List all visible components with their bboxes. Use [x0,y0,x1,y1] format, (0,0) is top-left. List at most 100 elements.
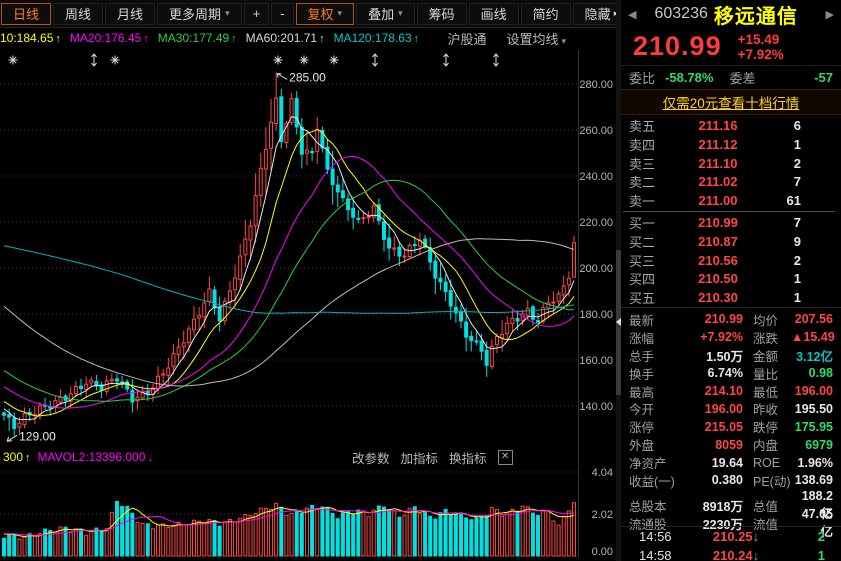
bid-row[interactable]: 买二 210.87 9 [621,232,841,251]
stat-value: 188.2亿 [801,488,833,521]
bid-label: 买一 [629,215,656,231]
stat-row: 涨停 215.05 跌停 175.95 [621,417,841,436]
panel-collapse-handle[interactable] [616,250,621,395]
stock-code: 603236 [654,5,708,22]
volume-bar [510,508,515,557]
chevron-down-icon: ▾ [398,8,403,18]
candle-body [546,302,551,309]
level2-promo-banner[interactable]: 仅需20元查看十档行情 [621,89,841,115]
tick-price-value: 210.24 [712,547,753,561]
mavol-label-text: 300 [3,450,24,464]
volume-bar [104,528,109,557]
tick-price: 210.25↓ [699,529,773,544]
candle-body [525,307,530,316]
stat-value: 8059 [715,437,743,452]
event-updown-icon [493,62,499,67]
bid-qty: 9 [793,233,801,249]
candle-body [335,184,340,193]
volume-bar [258,507,263,557]
candle-body [489,345,494,368]
edit-params-button[interactable]: 改参数 [352,451,390,466]
candlestick-chart[interactable]: 280.00 260.00 240.00 220.00 200.00 180.00 160.… [0,0,621,561]
volume-bar [284,514,289,557]
stat-row: 换手 6.74% 量比 0.98 [621,364,841,382]
ma20-line [3,155,575,409]
ask-label: 卖一 [629,194,656,210]
toolbar-zoom-out[interactable]: - [271,2,294,25]
tick-time: 14:56 [639,528,672,544]
ask-price: 211.12 [698,136,738,152]
switch-indicator-button[interactable]: 换指标 [449,451,487,466]
ask-row[interactable]: 卖三 211.10 2 [621,154,841,173]
stat-value: ▲15.49 [791,330,835,345]
volume-bar [556,524,561,557]
last-price: 210.99 [633,31,722,61]
ask-price: 211.10 [698,155,738,171]
candle-body [58,396,63,403]
ask-price: 211.02 [698,174,738,190]
ask-row[interactable]: 卖一 211.00 61 [621,191,841,210]
set-ma-button[interactable]: 设置均线 ▾ [506,31,566,47]
candle-body [536,320,541,323]
candle-body [325,146,330,170]
volume-bar [397,516,402,557]
candle-body [469,335,474,342]
volume-bar [346,511,351,557]
toolbar-draw-line[interactable]: 画线 [468,2,519,25]
stat-label: 涨跌 [753,331,779,346]
volume-bar [459,512,464,557]
volume-bar [320,506,325,557]
toolbar-tab-monthly[interactable]: 月线 [105,2,156,25]
bid-row[interactable]: 买四 210.50 1 [621,269,841,288]
ask-row[interactable]: 卖五 211.16 6 [621,116,841,135]
volume-bar [536,515,541,557]
add-indicator-button[interactable]: 加指标 [400,451,439,466]
stat-label: 收益(一) [629,474,675,489]
candle-body [315,128,320,152]
price-axis-label: 220.00 [579,217,613,229]
toolbar-chip-distribution[interactable]: 筹码 [416,2,467,25]
ma-label-row: 10:184.65 ↑ MA20:176.45 ↑ MA30:177.49 ↑ MA60:2… [0,27,616,49]
low-annotation-arrow [7,440,13,442]
low-annotation-arrow [6,436,10,442]
price-axis-label: 160.00 [579,355,613,367]
toolbar-tab-daily[interactable]: 日线 [1,2,52,25]
volume-bar [125,505,130,557]
ask-row[interactable]: 卖四 211.12 1 [621,135,841,154]
toolbar-tab-weekly[interactable]: 周线 [53,2,104,25]
ask-qty: 2 [793,155,801,171]
candle-body [448,290,453,307]
toolbar-adjust-dropdown[interactable]: 复权 ▾ [295,2,355,25]
candle-body [263,148,268,170]
ask-row[interactable]: 卖二 211.02 7 [621,172,841,191]
ma-label-text: MA120:178.63 [333,31,412,45]
toolbar-more-periods[interactable]: 更多周期 ▾ [157,2,242,25]
bid-price: 210.30 [698,290,738,306]
bid-row[interactable]: 买五 210.30 1 [621,288,841,307]
toolbar-simple-mode[interactable]: 简约 [520,2,571,25]
next-stock-button[interactable]: ▶ [825,8,834,21]
weibi-row: 委比 -58.78% 委差 -57 [621,65,841,89]
candle-body [197,314,202,319]
toolbar-overlay-dropdown[interactable]: 叠加 ▾ [356,2,415,25]
bid-row[interactable]: 买三 210.56 2 [621,251,841,270]
toolbar-label: 隐藏 [584,7,611,22]
stat-value: 0.380 [711,473,743,488]
volume-bar [227,518,232,557]
candle-body [104,380,109,392]
prev-stock-button[interactable]: ◀ [628,8,637,21]
bid-qty: 1 [793,290,801,306]
stat-row: 总股本 8918万 总值 188.2亿 [621,489,841,521]
volume-bar [279,506,284,557]
close-icon[interactable]: ✕ [497,449,513,465]
stat-label: 最低 [753,385,779,400]
toolbar-zoom-in[interactable]: + [243,2,270,25]
low-annotation-label: 129.00 [19,429,56,443]
order-book: 卖五 211.16 6 卖四 211.12 1 卖三 211.10 2 卖二 211.02 7 卖一 21… [621,115,841,307]
volume-bar [289,512,294,557]
volume-bar [505,511,510,557]
volume-bar [551,520,556,557]
candle-body [269,121,274,149]
bid-row[interactable]: 买一 210.99 7 [621,213,841,232]
